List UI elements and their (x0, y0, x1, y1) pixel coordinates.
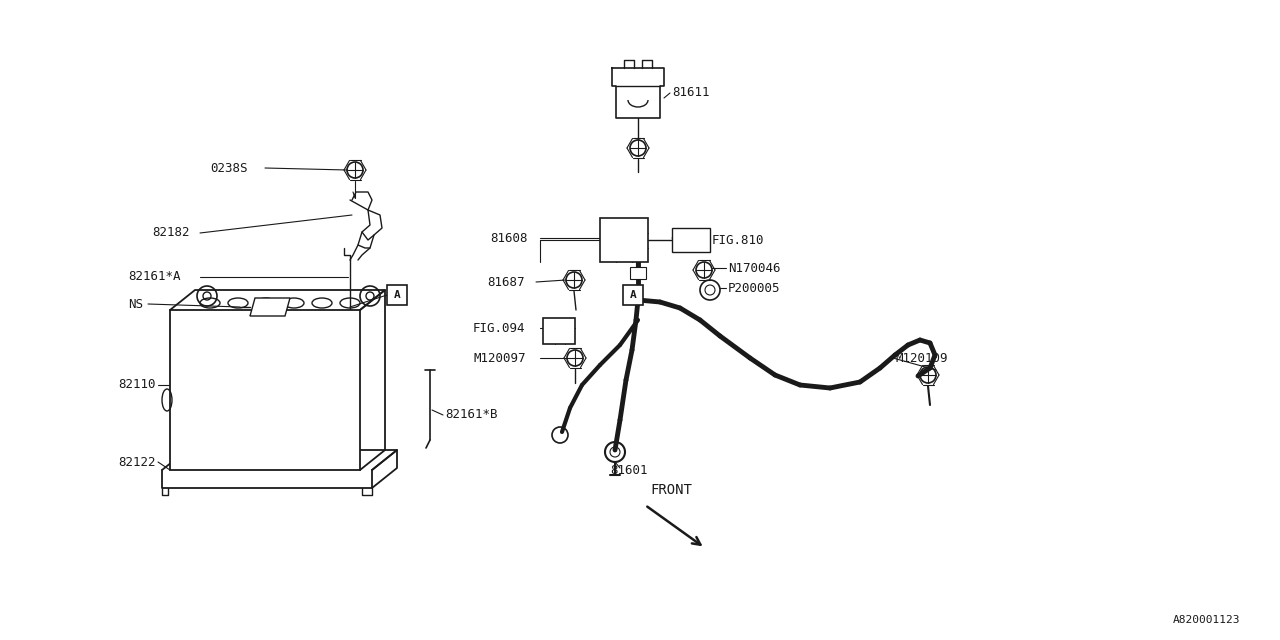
Text: 81601: 81601 (611, 463, 648, 477)
Bar (387, 285, 407, 305)
Polygon shape (250, 298, 291, 316)
Text: 82161*A: 82161*A (128, 271, 180, 284)
Text: A820001123: A820001123 (1172, 615, 1240, 625)
Text: 82182: 82182 (152, 227, 189, 239)
Text: M120109: M120109 (895, 351, 947, 365)
Text: 81608: 81608 (490, 232, 527, 244)
Text: 81687: 81687 (486, 275, 525, 289)
Text: 82161*B: 82161*B (445, 408, 498, 422)
Text: P200005: P200005 (728, 282, 781, 294)
Text: M120097: M120097 (474, 351, 526, 365)
Bar (543, 318, 575, 344)
Bar (600, 218, 648, 262)
Text: FIG.810: FIG.810 (712, 234, 764, 246)
Text: 81611: 81611 (672, 86, 709, 99)
Bar (630, 267, 646, 279)
Text: FRONT: FRONT (650, 483, 692, 497)
Text: FIG.094: FIG.094 (474, 321, 526, 335)
Text: 82110: 82110 (118, 378, 155, 392)
Text: NS: NS (128, 298, 143, 310)
Bar (170, 310, 360, 470)
Bar (623, 285, 643, 305)
Text: A: A (394, 290, 401, 300)
Text: N170046: N170046 (728, 262, 781, 275)
Bar (672, 228, 710, 252)
Text: 0238S: 0238S (210, 161, 247, 175)
Text: A: A (630, 290, 636, 300)
Text: 82122: 82122 (118, 456, 155, 468)
